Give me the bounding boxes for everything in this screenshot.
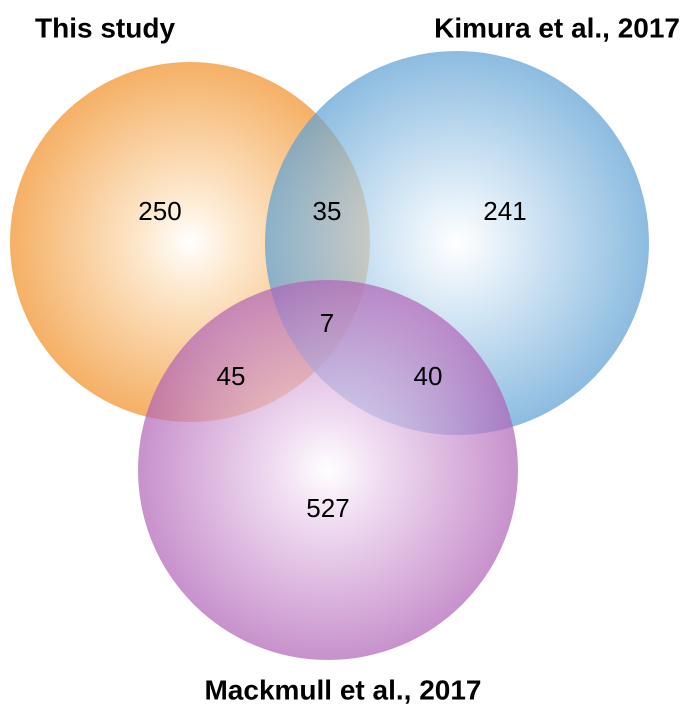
region-count: 250 [138,196,181,226]
region-count: 40 [414,361,443,391]
region-count: 35 [313,196,342,226]
region-count: 45 [217,361,246,391]
set-circle [138,280,518,660]
set-label: This study [35,12,175,43]
region-count: 241 [483,196,526,226]
region-count: 527 [306,493,349,523]
region-count: 7 [320,308,334,338]
set-label: Kimura et al., 2017 [434,12,680,43]
set-label: Mackmull et al., 2017 [204,674,481,705]
